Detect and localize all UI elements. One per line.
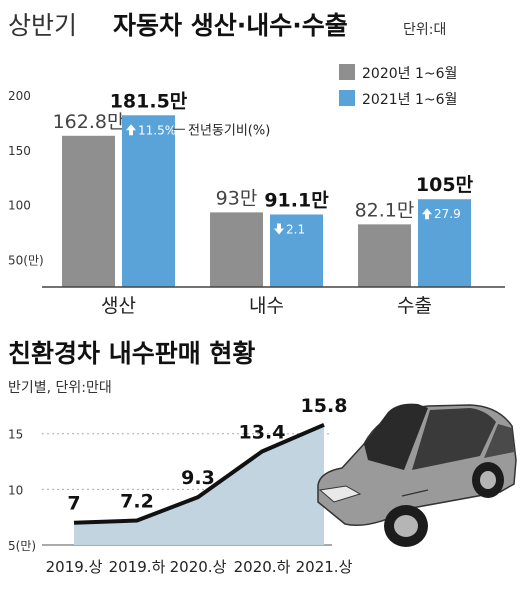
yoy-legend-label: 전년동기비(%) <box>188 123 270 138</box>
data-value-label: 9.3 <box>181 467 215 489</box>
chart2-line: 7 7.2 9.3 13.4 15.8 <box>67 395 348 525</box>
chart2-title: 친환경차 내수판매 현황 <box>8 339 255 368</box>
data-value-label: 13.4 <box>239 422 286 444</box>
yoy-change-label: 27.9 <box>434 207 461 221</box>
bar <box>62 135 115 287</box>
bar-value-label: 162.8만 <box>53 111 125 133</box>
area-fill <box>74 424 324 545</box>
x-tick-label: 2020.하 <box>234 558 291 576</box>
legend-swatch <box>339 64 355 80</box>
chart1-category-labels: 생산 내수 수출 <box>101 295 432 317</box>
legend-swatch <box>339 90 355 106</box>
car-icon <box>317 403 517 547</box>
y-tick-label: 50(만) <box>8 254 44 268</box>
data-line <box>73 422 325 525</box>
bar-value-label: 181.5만 <box>110 90 188 112</box>
chart2-subtitle: 반기별, 단위:만대 <box>8 380 112 396</box>
x-tick-label: 2020.상 <box>170 558 227 576</box>
production-sales-export-chart: 상반기 자동차 생산·내수·수출 단위:대 2020년 1~6월 2021년 1~… <box>8 11 505 317</box>
chart1-title-light: 상반기 <box>8 11 77 40</box>
legend-label: 2021년 1~6월 <box>362 92 457 108</box>
x-tick-label: 2019.상 <box>46 558 103 576</box>
bar <box>210 212 263 287</box>
chart2-grid: 15 10 5(만) <box>8 428 332 553</box>
data-value-label: 7.2 <box>120 491 154 513</box>
arrow-up-icon <box>126 124 136 136</box>
chart1-unit: 단위:대 <box>403 22 446 38</box>
y-tick-label: 10 <box>8 483 23 497</box>
y-tick-label: 200 <box>8 89 31 103</box>
category-label: 생산 <box>101 295 136 317</box>
arrow-up-icon <box>422 208 432 220</box>
x-tick-label: 2021.상 <box>296 558 353 576</box>
chart2-area <box>74 424 324 545</box>
chart1-title-bold: 자동차 생산·내수·수출 <box>113 11 348 40</box>
category-label: 내수 <box>249 295 284 317</box>
bar-value-label: 105만 <box>416 174 474 196</box>
bar <box>122 115 175 287</box>
yoy-change-label: 11.5% <box>138 123 176 137</box>
yoy-change-label: 2.1 <box>286 222 305 236</box>
category-label: 수출 <box>397 295 432 317</box>
bar <box>358 224 411 287</box>
chart2-x-labels: 2019.상 2019.하 2020.상 2020.하 2021.상 <box>46 558 353 576</box>
bar-value-label: 93만 <box>216 187 258 209</box>
data-value-label: 7 <box>67 493 80 515</box>
arrow-down-icon <box>274 223 284 235</box>
y-tick-label: 100 <box>8 199 31 213</box>
y-tick-label: 150 <box>8 144 31 158</box>
data-value-label: 15.8 <box>301 395 348 417</box>
legend-label: 2020년 1~6월 <box>362 66 457 82</box>
bar-value-label: 82.1만 <box>355 199 415 221</box>
y-tick-label: 15 <box>8 428 23 442</box>
x-tick-label: 2019.하 <box>109 558 166 576</box>
bar-value-label: 91.1만 <box>264 189 329 211</box>
chart1-legend: 2020년 1~6월 2021년 1~6월 <box>339 64 457 108</box>
y-tick-label: 5(만) <box>8 539 36 553</box>
chart1-y-axis: 200 150 100 50(만) <box>8 89 44 268</box>
